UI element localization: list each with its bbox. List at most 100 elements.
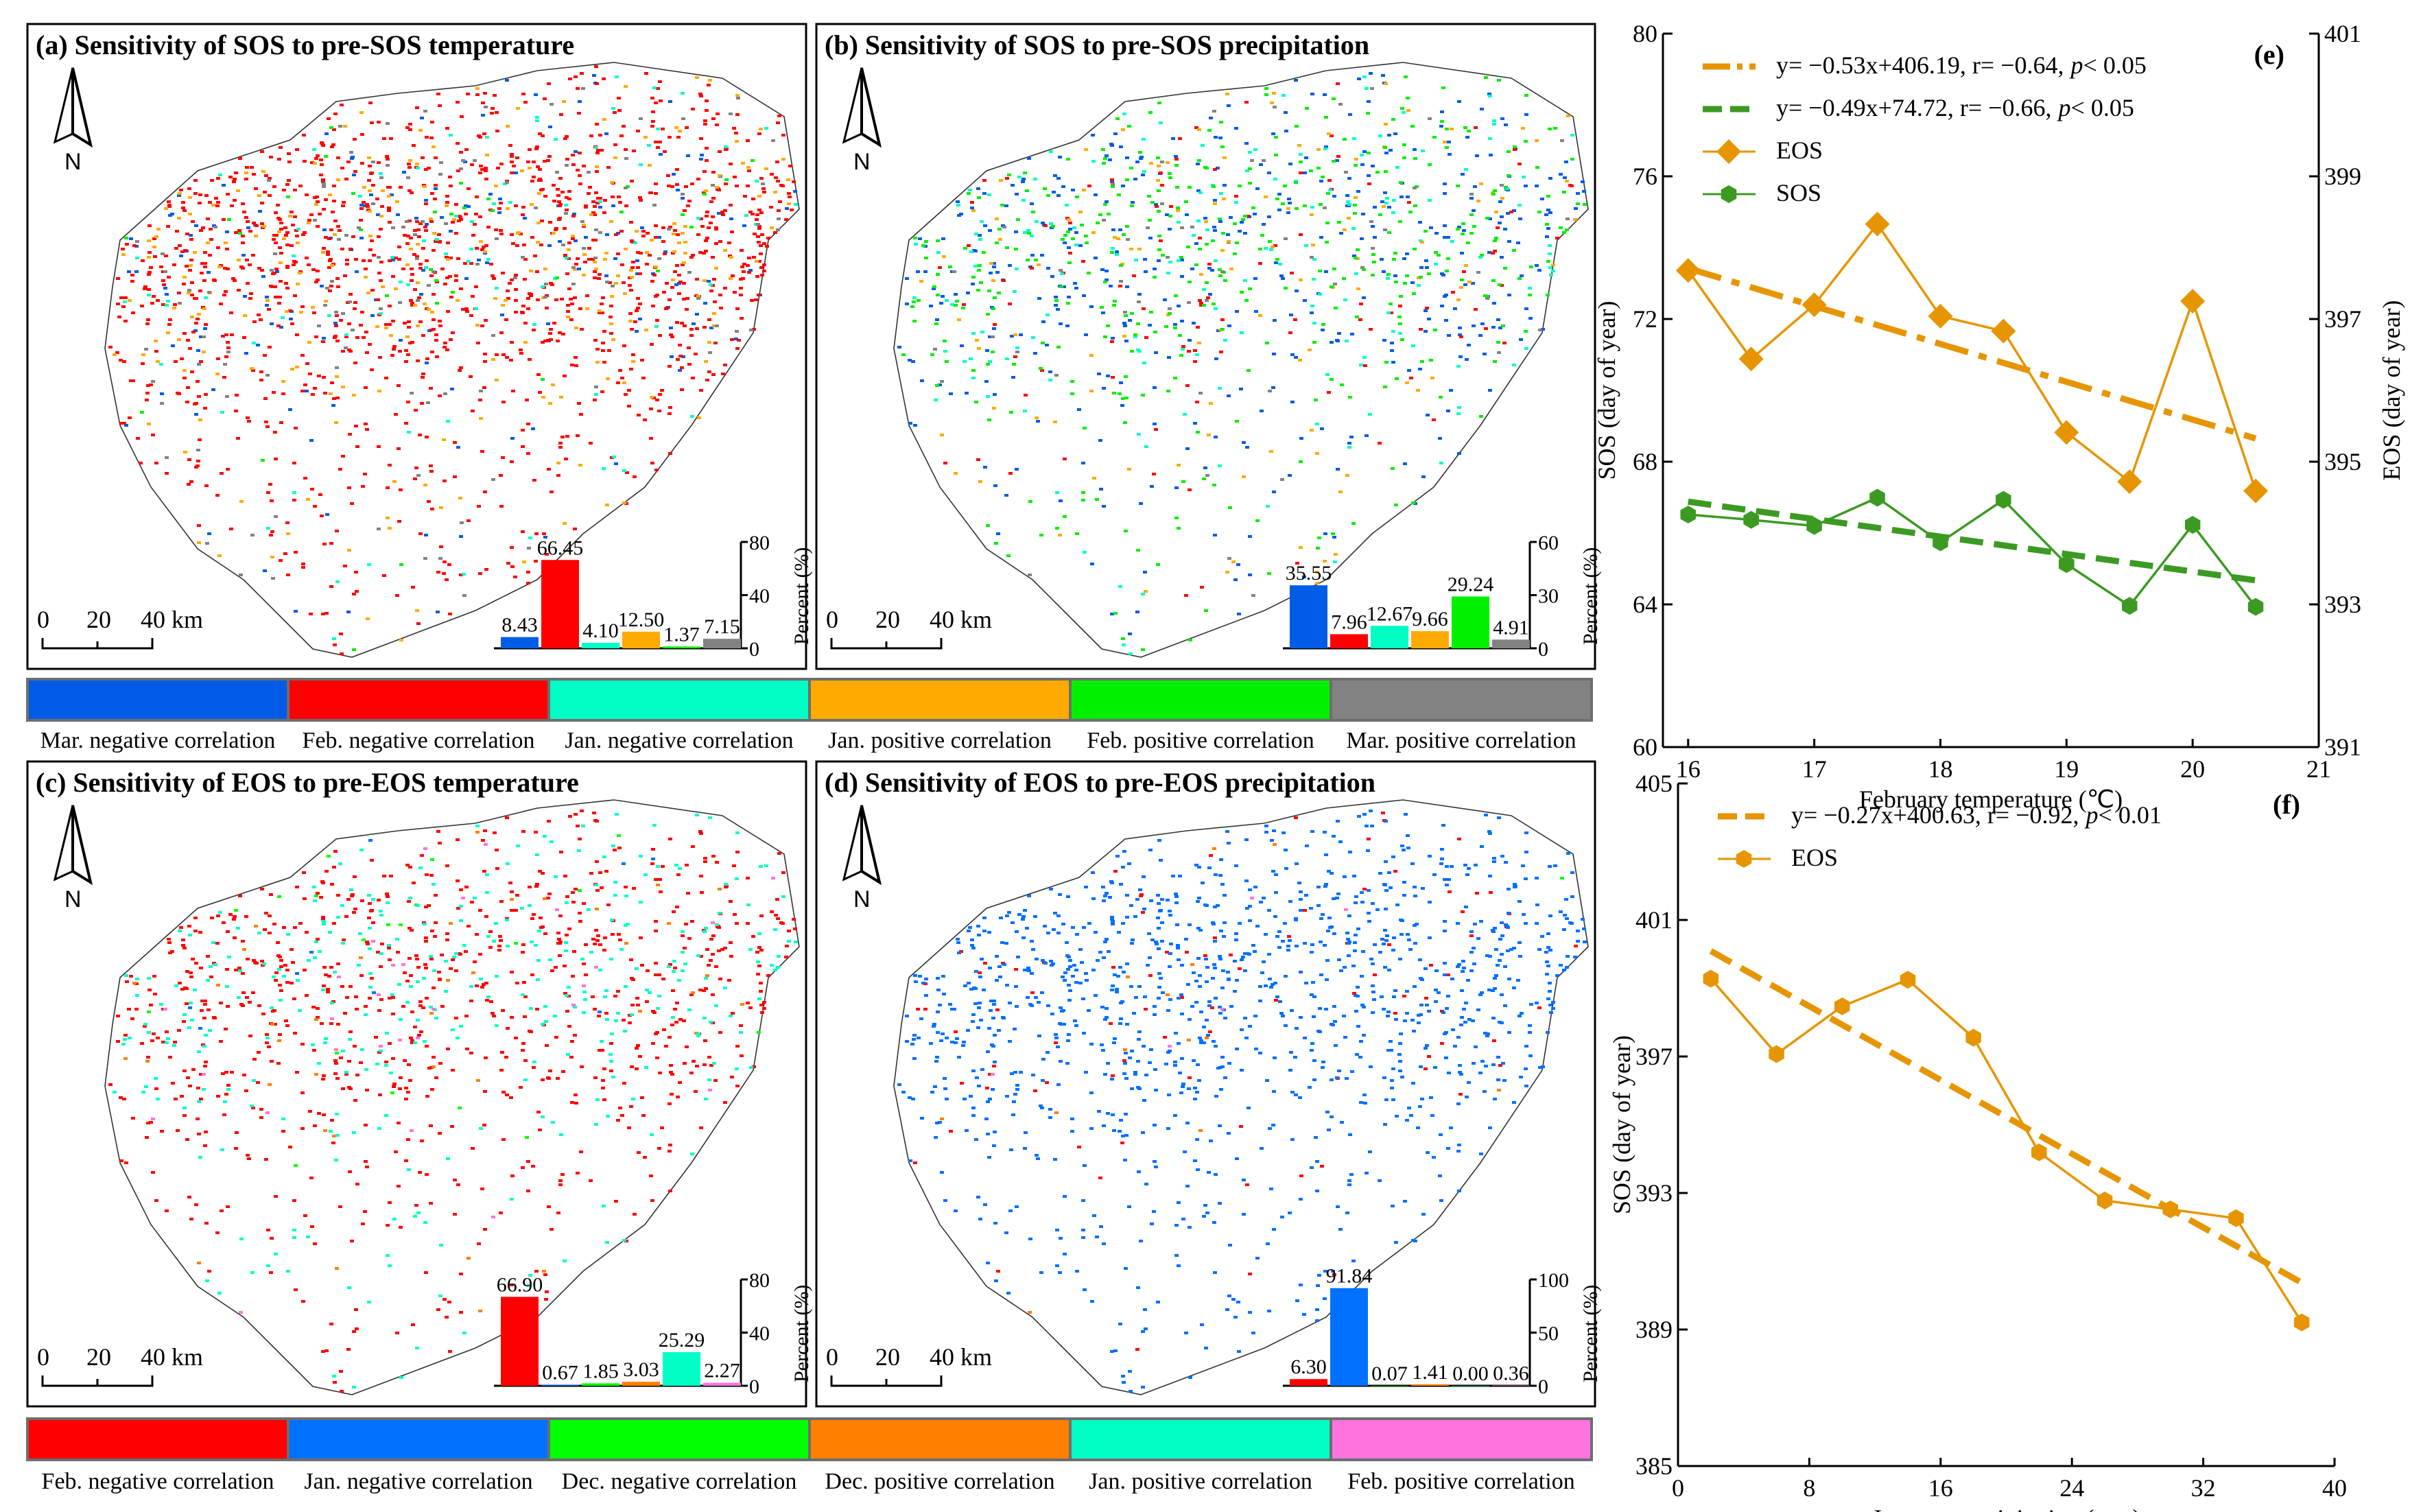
legend-label: Feb. positive correlation	[1347, 1469, 1574, 1494]
fit-equation: y= −0.49x+74.72, r= −0.66, p< 0.05	[1776, 94, 2134, 121]
y-tick-label: 397	[1635, 1043, 1673, 1070]
map-panel: (b) Sensitivity of SOS to pre-SOS precip…	[815, 23, 1602, 670]
p-value: < 0.01	[2099, 801, 2162, 829]
map-panel: (d) Sensitivity of EOS to pre-EOS precip…	[815, 760, 1602, 1408]
percent-bar	[703, 1382, 741, 1386]
scale-label: 20	[875, 606, 900, 633]
bar-value-label: 0.00	[1452, 1362, 1489, 1385]
correlation-legend: Mar. negative correlation Feb. negative c…	[26, 678, 1593, 753]
bar-value-label: 0.36	[1493, 1362, 1529, 1384]
legend-label: Dec. negative correlation	[562, 1469, 797, 1494]
north-arrow-icon: N	[842, 67, 882, 175]
percent-bar	[582, 643, 619, 648]
y-tick-label: 40	[749, 585, 770, 608]
y-tick-label: 64	[1633, 591, 1657, 618]
bar-value-label: 7.15	[704, 615, 740, 638]
legend-swatch	[1330, 678, 1593, 722]
y-tick-label: 0	[749, 638, 759, 661]
panel-title: (a) Sensitivity of SOS to pre-SOS temper…	[36, 29, 574, 60]
data-point	[1675, 258, 1701, 283]
map-pixels	[897, 72, 1586, 635]
bar-value-label: 8.43	[501, 614, 538, 637]
y-tick-label: 80	[749, 532, 770, 554]
scale-label: 0	[826, 1343, 838, 1371]
equation-text: y= −0.27x+400.63, r= −0.92,	[1791, 801, 2079, 829]
y-tick-label: 385	[1635, 1452, 1673, 1480]
chart-legend: y= −0.53x+406.19, r= −0.64, p< 0.05y= −0.…	[1703, 51, 2147, 206]
percent-bar	[501, 637, 539, 648]
series-line	[1710, 978, 2303, 1323]
legend-swatch	[808, 678, 1072, 722]
legend-label: Jan. positive correlation	[1089, 1469, 1312, 1494]
percent-bar	[1411, 631, 1449, 648]
scale-label: 40 km	[930, 606, 992, 633]
panel-title: (c) Sensitivity of EOS to pre-EOS temper…	[36, 767, 579, 798]
y-axis-label: SOS (day of year)	[1593, 301, 1620, 480]
y-tick-label-right: 391	[2324, 733, 2361, 761]
y-tick-label-right: 399	[2324, 163, 2361, 190]
north-arrow-icon: N	[53, 67, 93, 175]
data-point	[1965, 1028, 1981, 1047]
bar-value-label: 35.55	[1286, 562, 1332, 584]
percent-bar	[1290, 1379, 1327, 1386]
data-point	[1738, 346, 1764, 372]
data-point	[2059, 555, 2075, 574]
north-label: N	[64, 149, 82, 175]
north-label: N	[853, 149, 871, 175]
data-point	[1721, 185, 1737, 203]
data-point	[1933, 533, 1948, 552]
x-tick-label: 21	[2306, 755, 2331, 783]
legend-swatch	[287, 678, 550, 722]
y-tick-label: 0	[749, 1375, 759, 1398]
bar-value-label: 29.24	[1448, 573, 1494, 595]
legend-label: Mar. positive correlation	[1346, 728, 1576, 753]
p-value: < 0.05	[2071, 94, 2134, 121]
percent-bar	[582, 1383, 619, 1386]
data-point	[1996, 491, 2011, 509]
legend-swatch	[808, 1417, 1072, 1461]
p-symbol: p	[2057, 94, 2071, 121]
percent-bar	[541, 1384, 579, 1386]
x-tick-label: 24	[2059, 1474, 2084, 1502]
x-tick-label: 0	[1672, 1474, 1684, 1502]
bar-value-label: 1.41	[1412, 1361, 1448, 1384]
y-tick-label: 30	[1538, 585, 1559, 608]
y-tick-label: 393	[1635, 1179, 1673, 1207]
y-tick-label: 0	[1538, 638, 1548, 661]
percent-bar	[622, 1382, 660, 1386]
y-tick-label: 80	[749, 1269, 770, 1292]
legend-label: Jan. positive correlation	[828, 728, 1052, 753]
x-tick-label: 20	[2180, 755, 2205, 783]
legend-label: Feb. negative correlation	[303, 728, 535, 753]
island-outline	[104, 799, 800, 1395]
legend-label: SOS	[1776, 179, 1821, 206]
percent-bar	[1452, 596, 1489, 648]
panel-frame	[815, 23, 1596, 670]
bar-value-label: 4.91	[1493, 616, 1529, 639]
y-tick-label: 40	[749, 1323, 770, 1345]
island-outline	[893, 62, 1589, 658]
legend-swatch	[26, 1417, 290, 1461]
x-tick-label: 16	[1676, 755, 1701, 783]
data-point	[1703, 969, 1719, 988]
legend-label: Dec. positive correlation	[825, 1469, 1054, 1494]
y-axis-label: Percent (%)	[790, 547, 813, 645]
y-tick-label: 100	[1538, 1269, 1569, 1292]
scale-label: 0	[826, 606, 838, 633]
percent-bar	[1330, 634, 1368, 648]
percent-bar	[1290, 585, 1327, 648]
map-panel: (c) Sensitivity of EOS to pre-EOS temper…	[26, 760, 813, 1408]
legend-swatch	[26, 678, 290, 722]
equation-text: y= −0.49x+74.72, r= −0.66,	[1776, 94, 2052, 121]
series-line	[1688, 496, 2257, 608]
panel-title: (d) Sensitivity of EOS to pre-EOS precip…	[825, 767, 1375, 798]
percent-bar-chart: 0 50 100 Percent (%) 6.30 91.84 0.07 1.41 0.00 0.…	[1283, 1265, 1602, 1398]
p-symbol: p	[2084, 801, 2099, 829]
map-pixels	[124, 74, 797, 613]
x-tick-label: 19	[2054, 755, 2079, 783]
data-point	[2096, 1191, 2113, 1209]
data-point	[2122, 597, 2138, 615]
bar-value-label: 1.37	[663, 623, 700, 646]
bar-value-label: 6.30	[1290, 1356, 1327, 1378]
panel-label: (e)	[2254, 39, 2284, 70]
